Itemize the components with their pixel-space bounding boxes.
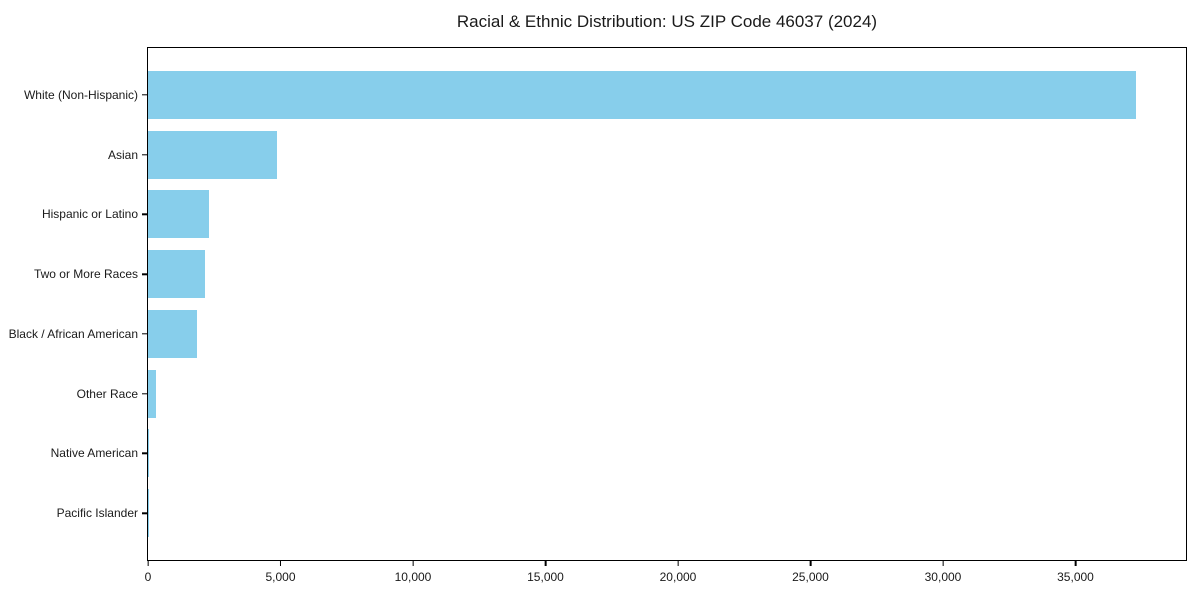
category-label: Native American: [50, 446, 138, 461]
x-tick-mark: [809, 561, 812, 566]
y-tick-mark: [142, 392, 147, 395]
bar: [148, 70, 1136, 119]
x-tick-mark: [1074, 561, 1077, 566]
x-tick: 25,000: [792, 561, 829, 584]
bar-row: Other Race: [77, 364, 1186, 424]
x-tick-label: 20,000: [659, 570, 697, 584]
x-tick-mark: [279, 561, 282, 566]
y-tick-mark: [142, 153, 147, 156]
bar-row: Pacific Islander: [57, 483, 1186, 543]
x-tick: 20,000: [659, 561, 697, 584]
x-tick-mark: [544, 561, 547, 566]
bar: [148, 309, 198, 358]
bar: [148, 369, 157, 418]
y-tick-mark: [142, 512, 147, 514]
bar-row: Black / African American: [9, 304, 1186, 364]
plot-area: White (Non-Hispanic) Asian Hispanic or L…: [9, 47, 1187, 584]
x-tick: 10,000: [394, 561, 432, 584]
x-tick-label: 10,000: [394, 570, 432, 584]
x-tick: 15,000: [527, 561, 564, 584]
bar-rows-container: White (Non-Hispanic) Asian Hispanic or L…: [9, 48, 1186, 560]
y-tick-mark: [142, 333, 147, 335]
x-tick-label: 30,000: [924, 570, 962, 584]
y-tick-mark: [142, 94, 147, 96]
bar: [148, 250, 205, 299]
x-tick: 35,000: [1057, 561, 1094, 584]
bar-row: Hispanic or Latino: [42, 185, 1186, 245]
x-tick: 5,000: [265, 561, 296, 584]
y-tick-mark: [142, 273, 147, 275]
bar: [148, 429, 150, 478]
x-tick: 30,000: [924, 561, 962, 584]
x-tick: 0: [144, 561, 152, 584]
y-tick-mark: [142, 452, 147, 455]
bar: [148, 190, 209, 239]
x-axis-ticks: 0 5,000 10,000 15,000 20,000 25,000 30,0…: [144, 560, 1186, 594]
x-tick-label: 25,000: [792, 570, 829, 584]
x-tick-mark: [412, 561, 414, 566]
category-label: Asian: [107, 147, 138, 162]
category-label: Black / African American: [8, 326, 138, 341]
x-tick-mark: [942, 561, 944, 566]
bar-row: White (Non-Hispanic): [24, 65, 1186, 125]
category-label: White (Non-Hispanic): [23, 87, 138, 102]
x-tick-mark: [147, 561, 149, 566]
x-tick-label: 35,000: [1057, 570, 1094, 584]
chart-title: Racial & Ethnic Distribution: US ZIP Cod…: [456, 12, 878, 31]
bar-row: Native American: [51, 424, 1186, 484]
bar-row: Two or More Races: [34, 244, 1186, 304]
x-tick-label: 5,000: [265, 570, 296, 584]
x-tick-label: 0: [144, 570, 152, 584]
bar: [148, 130, 278, 179]
y-tick-mark: [142, 213, 147, 216]
x-tick-label: 15,000: [527, 570, 564, 584]
bar-row: Asian: [108, 125, 1186, 185]
category-label: Other Race: [76, 386, 138, 401]
category-label: Pacific Islander: [56, 506, 138, 521]
x-tick-mark: [677, 561, 679, 566]
category-label: Hispanic or Latino: [41, 207, 138, 222]
category-label: Two or More Races: [33, 267, 138, 282]
